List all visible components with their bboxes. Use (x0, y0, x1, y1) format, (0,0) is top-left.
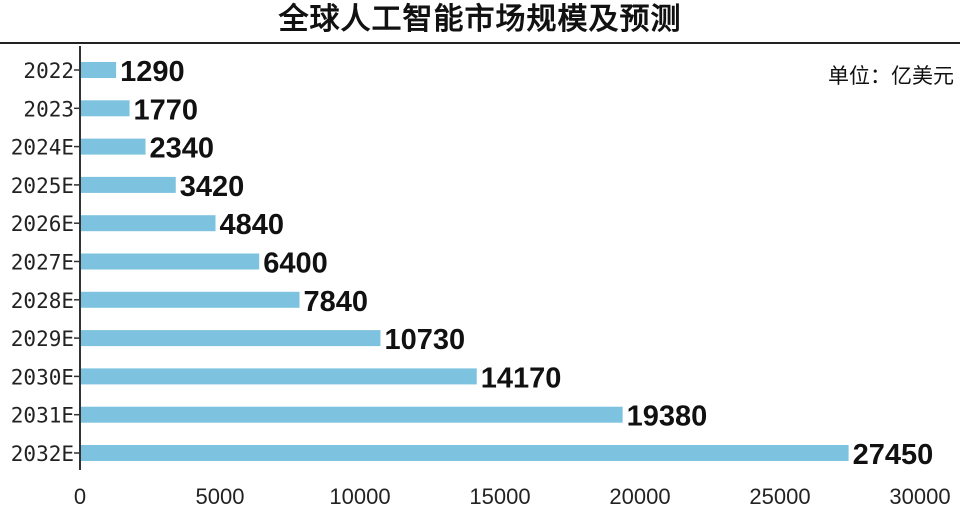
value-label: 1290 (120, 56, 185, 88)
x-tick-label: 20000 (609, 484, 670, 509)
category-label: 2032E (11, 442, 74, 466)
value-label: 27450 (853, 439, 934, 471)
x-tick-label: 5000 (196, 484, 245, 509)
bar (81, 445, 849, 461)
category-label: 2030E (11, 365, 74, 389)
bar (81, 215, 216, 232)
title-divider (0, 42, 960, 44)
category-label: 2031E (11, 404, 74, 428)
value-label: 2340 (150, 133, 215, 165)
bar (81, 291, 300, 308)
category-label: 2029E (11, 327, 74, 351)
bar (81, 100, 130, 117)
bar (81, 62, 117, 78)
x-tick-label: 0 (74, 484, 86, 509)
value-label: 1770 (134, 94, 199, 126)
category-label: 2028E (11, 289, 74, 313)
value-label: 4840 (220, 209, 285, 241)
value-label: 19380 (627, 401, 708, 433)
x-tick-label: 10000 (329, 484, 390, 509)
x-tick-label: 30000 (889, 484, 950, 509)
bar (81, 176, 176, 193)
bar (81, 406, 623, 423)
bar (81, 368, 477, 385)
chart-title: 全球人工智能市场规模及预测 (278, 2, 682, 37)
bar (81, 330, 381, 347)
category-label: 2026E (11, 212, 74, 236)
category-label: 2027E (11, 251, 74, 275)
category-label: 2025E (11, 174, 74, 198)
value-label: 14170 (481, 362, 562, 394)
x-tick-label: 25000 (749, 484, 810, 509)
value-label: 6400 (263, 248, 328, 280)
value-label: 7840 (304, 286, 369, 318)
bar (81, 138, 146, 155)
value-label: 3420 (180, 171, 245, 203)
bar (81, 253, 260, 270)
category-label: 2024E (11, 136, 74, 160)
category-label: 2022 (23, 59, 74, 83)
x-tick-label: 15000 (469, 484, 530, 509)
unit-label: 单位：亿美元 (828, 64, 954, 88)
value-label: 10730 (384, 324, 465, 356)
category-label: 2023 (23, 97, 74, 121)
